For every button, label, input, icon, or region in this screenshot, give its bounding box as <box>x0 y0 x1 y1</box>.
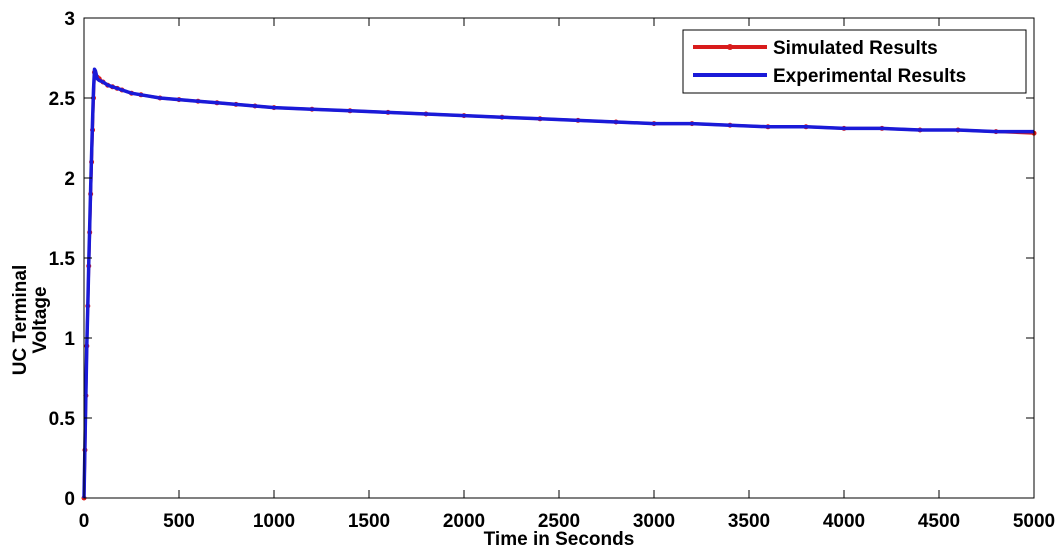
legend-box <box>682 29 1027 94</box>
series-line-experimental-results <box>82 67 1034 499</box>
x-tick-label: 3000 <box>633 511 675 532</box>
y-tick-label: 3 <box>64 9 75 30</box>
y-tick-label: 1 <box>64 329 75 350</box>
y-tick-label: 2 <box>64 169 75 190</box>
x-tick-label: 4500 <box>918 511 960 532</box>
legend-label-experimental: Experimental Results <box>773 66 966 87</box>
y-axis-title-line-2: Voltage <box>30 286 51 353</box>
x-tick-label: 0 <box>79 511 90 532</box>
x-axis: 0 500 1000 1500 2000 2500 3000 3500 4000 4500 5000 <box>79 18 1055 532</box>
y-axis: 0 0.5 1 1.5 2 2.5 3 <box>49 9 1034 510</box>
x-tick-label: 1000 <box>253 511 295 532</box>
legend-label-simulated: Simulated Results <box>773 38 938 59</box>
legend-marker-simulated <box>727 44 733 50</box>
x-tick-label: 5000 <box>1013 511 1055 532</box>
legend: Simulated Results Experimental Results <box>682 29 1027 94</box>
y-axis-title-line-1: UC Terminal <box>10 265 31 376</box>
x-tick-label: 500 <box>163 511 195 532</box>
y-tick-label: 0 <box>64 489 75 510</box>
x-tick-label: 1500 <box>348 511 390 532</box>
y-tick-label: 1.5 <box>49 249 76 270</box>
series-layer <box>81 67 1037 501</box>
x-tick-label: 4000 <box>823 511 865 532</box>
x-axis-title: Time in Seconds <box>484 529 635 549</box>
y-tick-label: 2.5 <box>49 89 76 110</box>
x-tick-label: 3500 <box>728 511 770 532</box>
y-axis-title: UC Terminal Voltage <box>10 265 51 376</box>
x-tick-label: 2000 <box>443 511 485 532</box>
y-tick-label: 0.5 <box>49 409 76 430</box>
x-tick-label: 2500 <box>538 511 580 532</box>
